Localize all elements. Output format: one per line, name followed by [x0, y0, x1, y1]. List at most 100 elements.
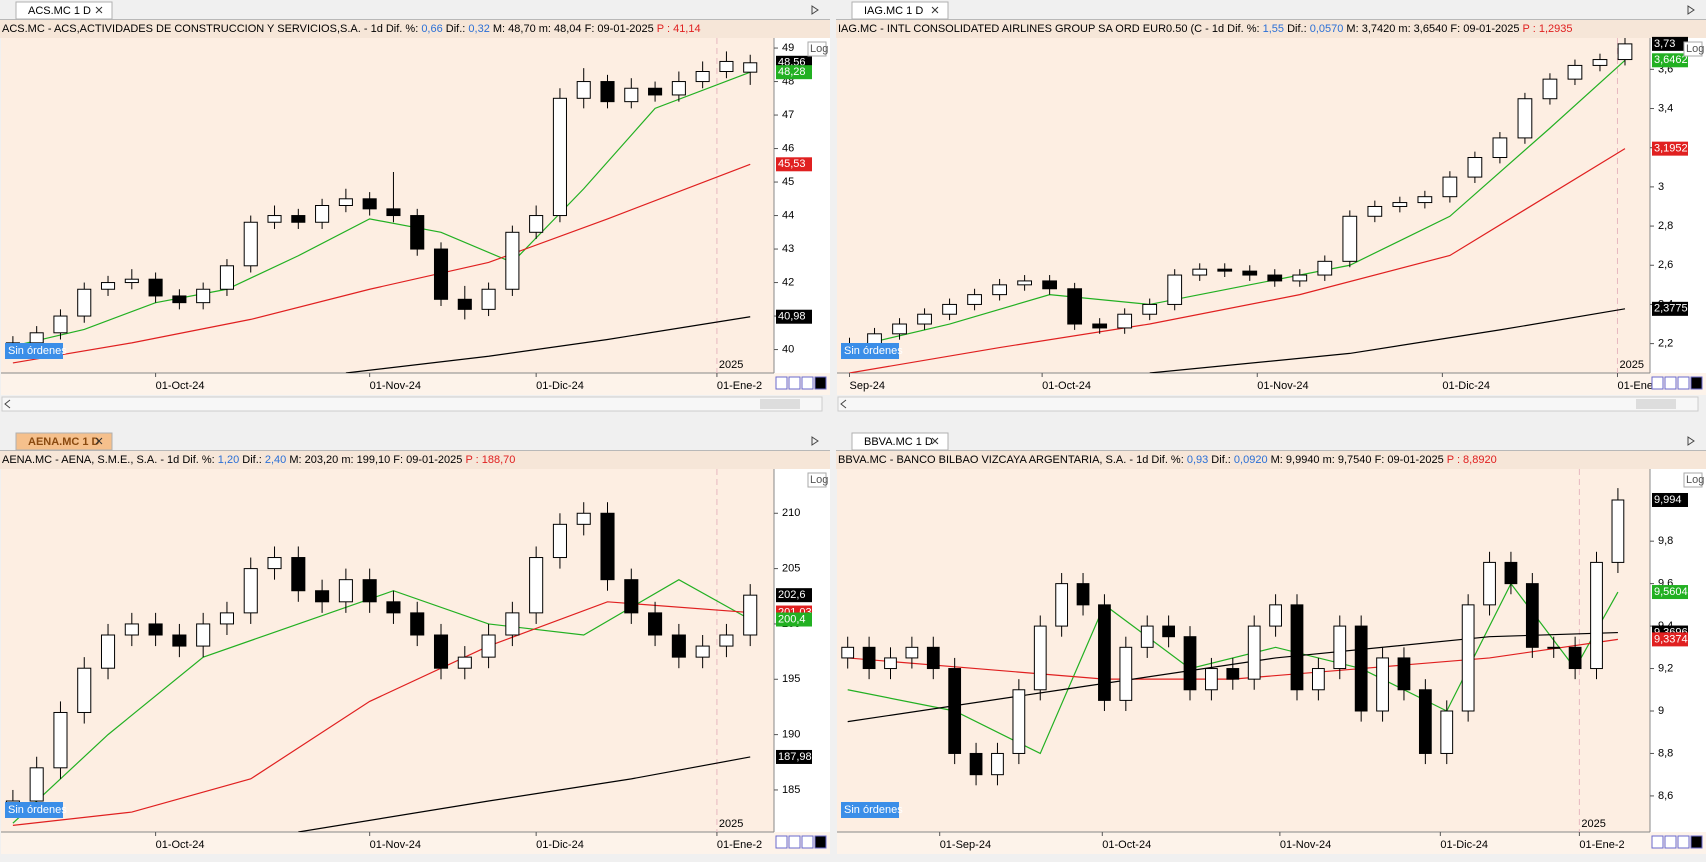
- candle-body: [1467, 157, 1483, 178]
- price-label: 9,5604: [1654, 586, 1688, 598]
- scroll-thumb[interactable]: [1636, 399, 1676, 409]
- price-label: 48,28: [778, 66, 806, 78]
- log-button[interactable]: [807, 472, 827, 488]
- header-part: M: 3,7420 m: 3,6540 F: 09-01-2025: [1343, 23, 1522, 35]
- orders-button[interactable]: [841, 802, 899, 818]
- tab[interactable]: [15, 1, 113, 20]
- moving-average: [12, 163, 751, 364]
- toolbar-icon[interactable]: [1690, 835, 1703, 849]
- candle-body: [600, 512, 615, 581]
- tab[interactable]: [851, 1, 949, 20]
- scroll-thumb[interactable]: [760, 399, 800, 409]
- candle-body: [53, 315, 68, 334]
- toolbar-icon[interactable]: [1664, 376, 1677, 390]
- candle-body: [172, 634, 187, 647]
- scroll-left[interactable]: [840, 399, 847, 409]
- toolbar-icon[interactable]: [1677, 835, 1690, 849]
- x-tick-label: 01-Nov-24: [370, 380, 421, 392]
- toolbar-icon[interactable]: [801, 376, 814, 390]
- x-tick-label: 01-Nov-24: [1257, 380, 1308, 392]
- candle-body: [196, 623, 211, 647]
- candle-body: [505, 231, 520, 290]
- candle-body: [1292, 274, 1308, 282]
- candle-body: [552, 97, 567, 217]
- y-tick-label: 3,4: [1658, 102, 1673, 114]
- toolbar-icon[interactable]: [788, 376, 801, 390]
- tab-scroll-arrow[interactable]: [1687, 436, 1695, 446]
- log-button[interactable]: [1683, 472, 1703, 488]
- toolbar-icon[interactable]: [788, 835, 801, 849]
- orders-button[interactable]: [5, 802, 63, 818]
- log-button[interactable]: [807, 41, 827, 57]
- header-part: ACS.MC - ACS,ACTIVIDADES DE CONSTRUCCION…: [2, 23, 421, 35]
- toolbar-icon[interactable]: [775, 835, 788, 849]
- tab[interactable]: [15, 432, 113, 451]
- candle-body: [1042, 280, 1058, 290]
- x-tick-label: 01-Sep-24: [940, 839, 991, 851]
- candle-body: [695, 71, 710, 83]
- orders-button[interactable]: [5, 343, 63, 359]
- tab-close[interactable]: [931, 6, 939, 14]
- toolbar-icon[interactable]: [1651, 376, 1664, 390]
- toolbar-icon[interactable]: [1664, 835, 1677, 849]
- toolbar-icon[interactable]: [801, 835, 814, 849]
- plot-area: [837, 38, 1650, 373]
- y-tick-label: 9,2: [1658, 662, 1673, 674]
- candle-body: [1205, 668, 1218, 691]
- candle-body: [624, 579, 639, 614]
- tab-scroll-arrow[interactable]: [811, 436, 819, 446]
- tab-scroll-arrow[interactable]: [1687, 5, 1695, 15]
- log-button[interactable]: [1683, 41, 1703, 57]
- orders-button-label: Sin órdenes: [8, 804, 67, 816]
- toolbar-icon[interactable]: [1677, 376, 1690, 390]
- toolbar-icon[interactable]: [1690, 376, 1703, 390]
- moving-average: [849, 148, 1626, 373]
- candle-body: [867, 333, 882, 345]
- candle-body: [338, 579, 353, 603]
- toolbar-icon[interactable]: [814, 376, 827, 390]
- x-tick-label: 01-Nov-24: [370, 839, 421, 851]
- x-tick-label: 01-Dic-24: [536, 839, 584, 851]
- y-tick-label: 45: [782, 176, 794, 188]
- candle-body: [671, 81, 686, 96]
- candle-body: [1247, 625, 1261, 680]
- log-button-label: Log: [810, 474, 828, 486]
- header-part: AENA.MC - AENA, S.M.E., S.A. - 1d Dif. %…: [2, 454, 218, 466]
- x-tick-label: 01-Dic-24: [536, 380, 584, 392]
- tab-close[interactable]: [931, 437, 939, 445]
- candle-body: [219, 612, 234, 625]
- x-tick-label: 01-Oct-24: [156, 839, 205, 851]
- candle-body: [1162, 625, 1176, 638]
- toolbar-icon[interactable]: [814, 835, 827, 849]
- candle-body: [884, 657, 897, 670]
- header-part: 0,0570: [1310, 23, 1344, 35]
- y-tick-label: 3: [1658, 181, 1664, 193]
- y-tick-label: 47: [782, 109, 794, 121]
- y-tick-label: 44: [782, 209, 794, 221]
- candle-body: [1483, 561, 1496, 606]
- tab-label: AENA.MC 1 D: [28, 436, 100, 448]
- y-tick-label: 8,8: [1658, 747, 1673, 759]
- price-label-box: [776, 157, 812, 172]
- tab-close[interactable]: [95, 6, 103, 14]
- orders-button[interactable]: [841, 343, 899, 359]
- toolbar-icon[interactable]: [775, 376, 788, 390]
- header-part: P : 1,2935: [1523, 23, 1573, 35]
- candle-body: [505, 612, 520, 636]
- price-label: 202,6: [778, 589, 806, 601]
- header-part: M: 48,70 m: 48,04 F: 09-01-2025: [490, 23, 657, 35]
- y-tick-label: 2,8: [1658, 220, 1673, 232]
- scrollbar[interactable]: [837, 396, 1699, 412]
- candle-body: [648, 87, 663, 96]
- year-marker-label: 2025: [719, 818, 743, 830]
- scroll-left[interactable]: [4, 399, 11, 409]
- candle-body: [338, 198, 353, 207]
- candle-body: [1418, 689, 1432, 754]
- scrollbar[interactable]: [1, 396, 823, 412]
- tab-close[interactable]: [95, 437, 103, 445]
- tab[interactable]: [851, 432, 949, 451]
- toolbar-icon[interactable]: [1651, 835, 1664, 849]
- time-axis: [1, 832, 830, 854]
- header-part: IAG.MC - INTL CONSOLIDATED AIRLINES GROU…: [838, 23, 1263, 35]
- tab-scroll-arrow[interactable]: [811, 5, 819, 15]
